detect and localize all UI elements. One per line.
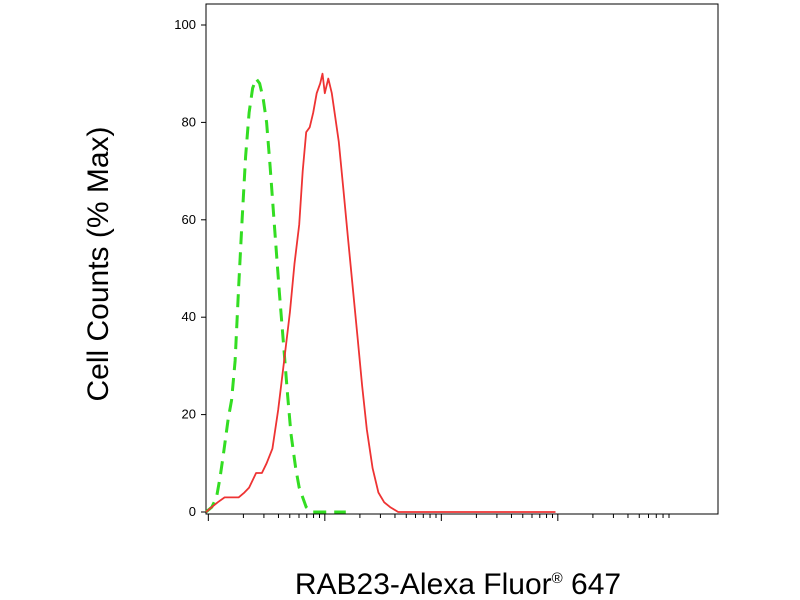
plot-frame	[205, 3, 719, 515]
y-tick-label: 100	[174, 17, 196, 32]
x-axis	[207, 514, 670, 521]
y-axis-title: Cell Counts (% Max)	[82, 126, 115, 401]
series-line-2	[205, 72, 556, 513]
x-axis-title-tail: 647	[563, 568, 621, 600]
y-axis-title-text: Cell Counts (% Max)	[82, 126, 115, 401]
x-axis-title: RAB23-Alexa Fluor® 647	[295, 568, 621, 600]
y-tick-label: 40	[182, 309, 196, 324]
y-axis: 0 20 40 60 80 100	[174, 17, 206, 519]
y-tick-label: 80	[182, 114, 196, 129]
y-tick-label: 20	[182, 407, 196, 422]
x-axis-title-registered-mark: ®	[552, 570, 563, 587]
y-tick-label: 0	[189, 504, 196, 519]
series-line-1	[205, 77, 346, 514]
series-layer	[205, 72, 556, 514]
y-tick-label: 60	[182, 212, 196, 227]
x-axis-title-main: RAB23-Alexa Fluor	[295, 568, 552, 600]
